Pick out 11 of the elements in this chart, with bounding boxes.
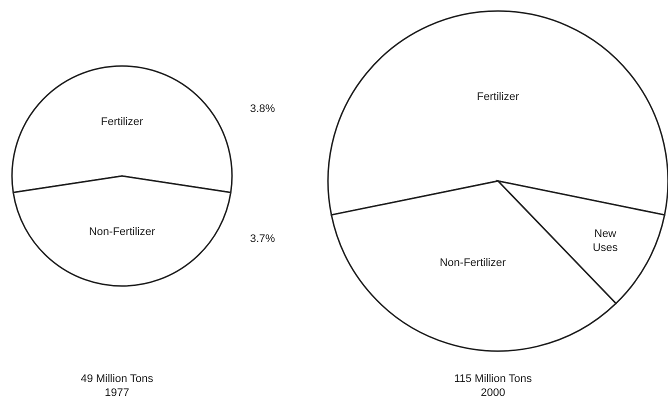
slice-label: Non-Fertilizer [440,257,506,270]
text: 49 Million Tons [80,372,154,386]
slice-label: Fertilizer [100,116,144,128]
slice-label: New Uses [592,228,618,254]
text: 3.7% [250,233,276,245]
slice-label: Non-Fertilizer [88,226,156,238]
text: 2000 [480,386,506,400]
text: 3.8% [250,103,276,115]
text: 115 Million Tons [453,372,533,386]
slice-label: Fertilizer [476,91,520,103]
text: 1977 [104,386,130,400]
